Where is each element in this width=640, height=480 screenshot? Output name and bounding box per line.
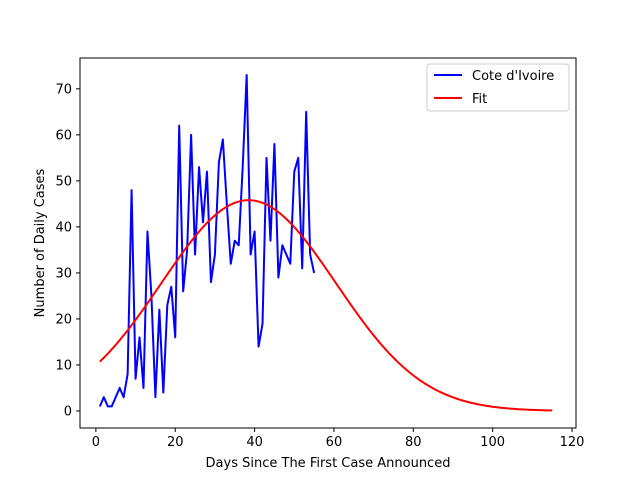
x-tick-label: 20	[167, 435, 184, 450]
legend-box	[426, 63, 570, 112]
legend-label-cote-divoire: Cote d'Ivoire	[472, 69, 554, 84]
plot-frame	[79, 57, 577, 429]
y-tick-label: 0	[64, 404, 72, 419]
x-tick-label: 100	[480, 435, 505, 450]
y-tick-label: 60	[55, 128, 72, 143]
x-axis-label: Days Since The First Case Announced	[206, 456, 451, 471]
plot-lines	[98, 74, 553, 412]
y-axis-label: Number of Daily Cases	[33, 168, 48, 317]
series-line-fit	[99, 199, 553, 412]
legend: Cote d'Ivoire Fit	[426, 63, 570, 112]
legend-label-fit: Fit	[472, 92, 487, 107]
x-tick-label: 80	[405, 435, 422, 450]
x-axis-ticks: 0 20 40 60 80 100 120	[92, 428, 585, 450]
x-tick-label: 40	[246, 435, 263, 450]
y-tick-label: 20	[55, 312, 72, 327]
y-axis-ticks: 0 10 20 30 40 50 60 70	[55, 82, 80, 419]
y-tick-label: 40	[55, 220, 72, 235]
x-tick-label: 120	[560, 435, 585, 450]
y-tick-label: 30	[55, 266, 72, 281]
y-tick-label: 50	[55, 174, 72, 189]
x-tick-label: 0	[92, 435, 100, 450]
y-tick-label: 70	[55, 82, 72, 97]
y-tick-label: 10	[55, 358, 72, 373]
x-tick-label: 60	[326, 435, 343, 450]
series-line-cote-divoire	[98, 74, 316, 408]
